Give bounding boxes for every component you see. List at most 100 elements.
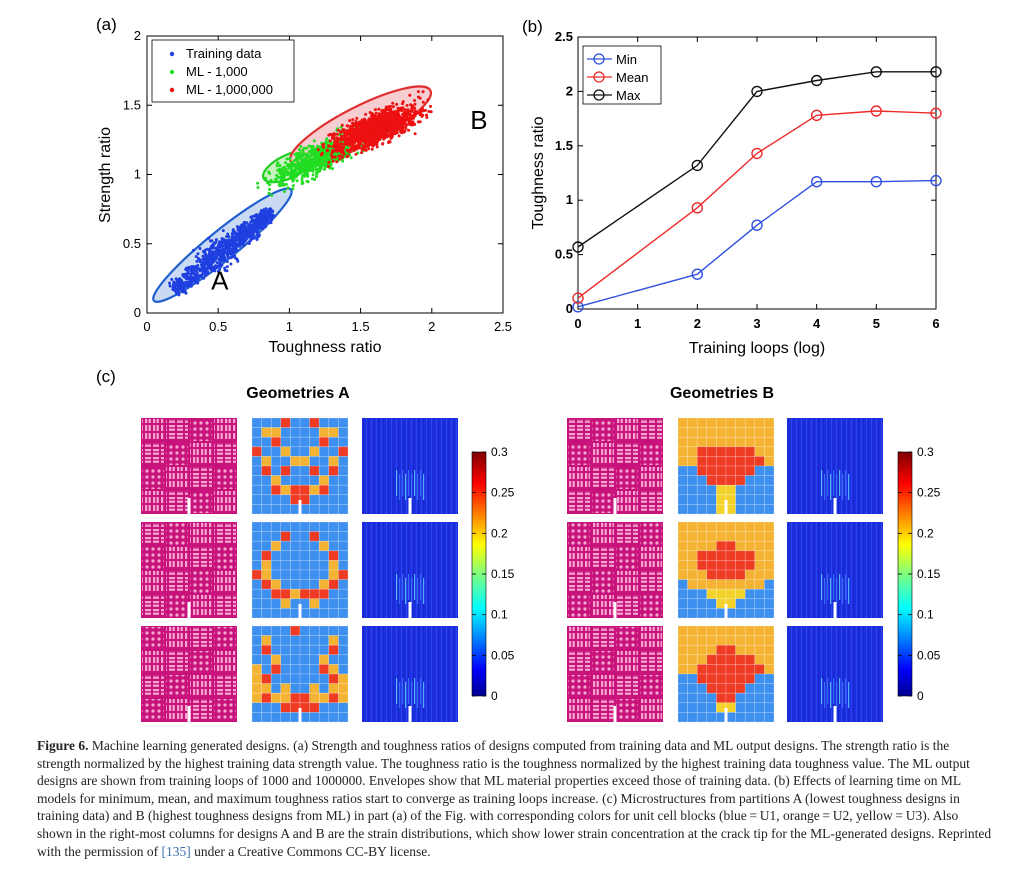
scatter-point [305, 146, 309, 150]
unit-cell [280, 446, 291, 457]
legend-marker-training [169, 51, 175, 57]
scatter-point [308, 163, 311, 167]
unit-cell [290, 417, 301, 428]
unit-cell [725, 427, 736, 438]
scatter-point [395, 124, 399, 128]
scatter-point [168, 281, 171, 285]
scatter-point [243, 237, 247, 241]
scatter-point [301, 150, 305, 154]
unit-cell [696, 625, 708, 636]
unit-cell [764, 531, 775, 542]
scatter-point [370, 112, 374, 116]
scatter-point [297, 165, 301, 168]
microstructure [141, 626, 237, 722]
strain-map [787, 418, 883, 514]
unit-cell [261, 484, 272, 496]
unit-cell [716, 417, 727, 428]
unit-cell [328, 475, 339, 486]
scatter-point [341, 159, 345, 163]
legend-marker-max [593, 89, 605, 101]
scatter-point [405, 104, 409, 107]
data-point-mean [870, 105, 882, 117]
unit-cell [309, 579, 320, 590]
unit-cell [687, 446, 698, 457]
unit-cell [338, 465, 349, 476]
scatter-point [244, 225, 247, 229]
unit-cell [735, 550, 746, 561]
unit-cell [764, 417, 775, 428]
unit-cell [725, 446, 736, 457]
unit-cell [764, 521, 775, 532]
scatter-point [327, 144, 331, 148]
unit-cell [754, 531, 765, 542]
scatter-point [378, 118, 382, 122]
unit-cell [696, 635, 708, 646]
scatter-point [315, 160, 319, 164]
unit-cell [309, 494, 320, 505]
scatter-point [387, 141, 390, 144]
unit-cell [309, 484, 320, 496]
unit-cell [309, 540, 320, 552]
colorbar-tick-label: 0 [917, 689, 924, 703]
scatter-point [335, 160, 339, 164]
scatter-point [286, 186, 290, 190]
scatter-point [267, 216, 271, 220]
unit-cell [270, 494, 282, 505]
unit-cell [725, 673, 736, 684]
scatter-point [332, 133, 336, 137]
unit-cell [338, 560, 349, 571]
scatter-point [318, 158, 322, 162]
scatter-point [391, 110, 394, 114]
scatter-point [231, 240, 235, 244]
caption-reference-link[interactable]: [135] [161, 843, 191, 859]
scatter-point [324, 158, 328, 162]
unit-cell [744, 635, 756, 646]
unit-cell [251, 588, 262, 600]
scatter-point [331, 159, 335, 163]
scatter-point [381, 133, 385, 137]
unit-cell [725, 683, 736, 694]
scatter-point [348, 136, 352, 140]
scatter-point [252, 220, 255, 224]
unit-cell [744, 608, 756, 619]
unit-cell [725, 625, 736, 636]
scatter-point [364, 112, 368, 116]
scatter-point [345, 124, 349, 128]
scatter-point [275, 163, 279, 167]
unit-cell [764, 427, 775, 438]
unit-cell [251, 683, 262, 694]
scatter-point [227, 249, 231, 253]
scatter-point [352, 130, 355, 134]
scatter-point [256, 181, 260, 185]
scatter-point [338, 157, 342, 161]
unit-cell [764, 446, 775, 457]
scatter-point [355, 126, 359, 130]
scatter-point [261, 227, 265, 231]
unit-cell [299, 635, 310, 646]
scatter-point [319, 163, 322, 167]
scatter-point [316, 167, 320, 171]
unit-cell [706, 644, 717, 656]
unit-cell [687, 588, 698, 600]
scatter-point [393, 125, 397, 128]
scatter-point [312, 158, 316, 161]
y-axis-label-b: Toughness ratio [530, 116, 547, 229]
unit-cell [338, 635, 349, 646]
unit-cell [328, 702, 339, 713]
panel-a-letter: (a) [96, 15, 117, 34]
scatter-point [255, 224, 259, 228]
unit-cell [764, 484, 775, 496]
scatter-point [425, 113, 428, 117]
scatter-point [333, 155, 337, 159]
unit-cell [318, 692, 330, 704]
unit-cell [318, 521, 330, 532]
x-tick-label-b: 6 [932, 316, 939, 331]
scatter-point [223, 266, 227, 270]
unit-cell [716, 550, 727, 561]
scatter-point [242, 244, 246, 247]
strain-map [362, 522, 458, 618]
unit-cell-grid [677, 521, 775, 619]
scatter-point [246, 227, 250, 231]
unit-cell [764, 673, 775, 684]
x-tick-label-b: 3 [753, 316, 760, 331]
